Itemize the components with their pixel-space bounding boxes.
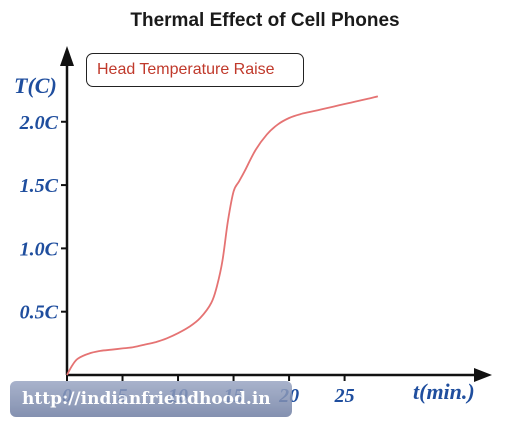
y-axis-ticks: 0.5C 1.0C 1.5C 2.0C (19, 112, 67, 324)
axes (60, 46, 492, 382)
y-tick-label: 0.5C (20, 302, 59, 324)
legend: Head Temperature Raise (86, 53, 304, 87)
series-line (66, 95, 379, 376)
y-axis-arrow-icon (60, 46, 74, 66)
y-tick-label: 1.0C (20, 238, 59, 260)
chart-title: Thermal Effect of Cell Phones (130, 10, 400, 31)
y-tick-label: 2.0C (19, 112, 59, 134)
watermark: http://indianfriendhood.in (10, 381, 292, 417)
y-tick-label: 1.5C (20, 175, 59, 197)
legend-item-label: Head Temperature Raise (97, 61, 275, 78)
y-axis-label: T(C) (14, 73, 57, 98)
x-axis-label: t(min.) (413, 379, 475, 404)
x-axis-arrow-icon (474, 368, 492, 382)
series-layer (66, 95, 379, 376)
x-tick-label: 25 (334, 385, 355, 407)
